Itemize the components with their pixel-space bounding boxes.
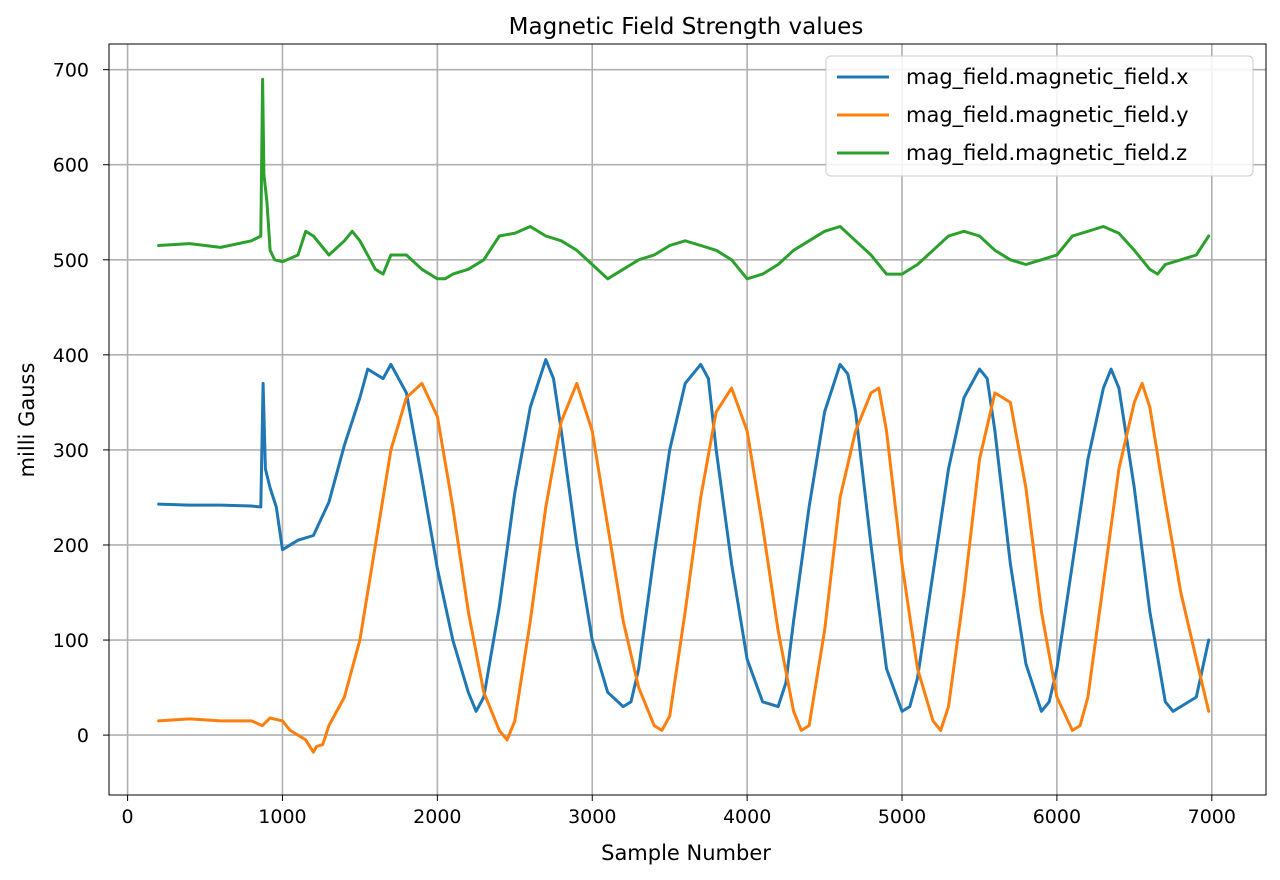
plot-frame bbox=[108, 43, 1267, 796]
legend-label: mag_field.magnetic_field.z bbox=[906, 141, 1187, 166]
y-tick-label: 300 bbox=[53, 440, 89, 462]
x-tick-label: 0 bbox=[122, 806, 134, 828]
legend-label: mag_field.magnetic_field.x bbox=[906, 65, 1189, 90]
y-tick-label: 600 bbox=[53, 155, 89, 177]
series-line-2 bbox=[157, 381, 1211, 754]
legend: mag_field.magnetic_field.x mag_field.magn… bbox=[825, 55, 1254, 177]
x-tick-label: 4000 bbox=[723, 806, 771, 828]
y-tick-label: 500 bbox=[53, 250, 89, 272]
x-axis-ticks: 0 1000 2000 3000 4000 5000 6000 7000 bbox=[122, 795, 1236, 828]
x-tick-label: 6000 bbox=[1033, 806, 1081, 828]
y-tick-label: 200 bbox=[53, 535, 89, 557]
x-tick-label: 7000 bbox=[1188, 806, 1236, 828]
y-tick-label: 400 bbox=[53, 345, 89, 367]
x-tick-label: 2000 bbox=[413, 806, 461, 828]
legend-label: mag_field.magnetic_field.y bbox=[906, 103, 1189, 128]
legend-box bbox=[825, 55, 1254, 177]
y-tick-label: 700 bbox=[53, 60, 89, 82]
chart-title: Magnetic Field Strength values bbox=[509, 14, 864, 40]
x-tick-label: 3000 bbox=[568, 806, 616, 828]
y-axis-label: milli Gauss bbox=[15, 363, 39, 478]
y-tick-label: 100 bbox=[53, 630, 89, 652]
y-axis-ticks: 0 100 200 300 400 500 600 700 bbox=[53, 60, 109, 747]
x-tick-label: 1000 bbox=[258, 806, 306, 828]
x-tick-label: 5000 bbox=[878, 806, 926, 828]
x-axis-label: Sample Number bbox=[601, 841, 771, 865]
y-tick-label: 0 bbox=[77, 725, 89, 747]
series-line-1 bbox=[157, 358, 1211, 713]
series-layer bbox=[157, 77, 1211, 754]
series-line-3 bbox=[157, 77, 1211, 281]
